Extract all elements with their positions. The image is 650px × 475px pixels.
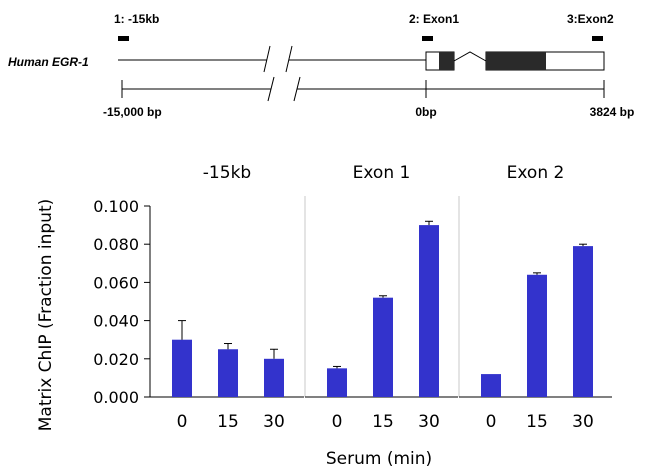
- x-tick-label: 30: [572, 412, 594, 432]
- bar: [327, 368, 347, 397]
- probe-marker-2: [422, 36, 433, 41]
- bar: [481, 374, 501, 397]
- bar: [573, 246, 593, 397]
- gene-diagram: 1: -15kb 2: Exon1 3:Exon2 Human EGR-1 -1…: [8, 12, 634, 119]
- panel-title: Exon 2: [507, 163, 565, 183]
- intron-line: [453, 51, 487, 62]
- probe-label-3: 3:Exon2: [567, 12, 614, 26]
- scale-break-mark-2: [293, 76, 301, 102]
- x-tick-label: 15: [217, 412, 239, 432]
- gene-break-mark-2: [285, 45, 293, 73]
- gene-break-mark-1: [263, 45, 271, 73]
- y-axis-label: Matrix ChIP (Fraction input): [36, 199, 56, 432]
- probe-marker-3: [592, 36, 603, 41]
- y-tick-label: 0.000: [93, 388, 139, 407]
- panel-title: -15kb: [203, 163, 251, 183]
- scale-label-zero: 0bp: [415, 105, 436, 119]
- x-tick-label: 30: [418, 412, 440, 432]
- scale-break-mark-1: [267, 76, 275, 102]
- bar: [527, 274, 547, 397]
- panel-title: Exon 1: [353, 163, 411, 183]
- y-tick-label: 0.040: [93, 312, 139, 331]
- bar-chart: Matrix ChIP (Fraction input) Serum (min)…: [36, 163, 612, 469]
- bar: [419, 225, 439, 397]
- bar: [172, 339, 192, 397]
- exon2-coding: [486, 52, 546, 70]
- bar: [264, 358, 284, 397]
- x-axis-label: Serum (min): [326, 449, 432, 469]
- x-tick-label: 0: [486, 412, 497, 432]
- gene-label: Human EGR-1: [8, 55, 89, 69]
- probe-label-2: 2: Exon1: [409, 12, 459, 26]
- y-tick-label: 0.080: [93, 235, 139, 254]
- y-tick-label: 0.060: [93, 273, 139, 292]
- x-tick-label: 30: [263, 412, 285, 432]
- bar: [218, 349, 238, 397]
- scale-label-end: 3824 bp: [590, 105, 635, 119]
- x-tick-label: 0: [332, 412, 343, 432]
- y-tick-label: 0.020: [93, 350, 139, 369]
- y-tick-label: 0.100: [93, 197, 139, 216]
- x-tick-label: 0: [177, 412, 188, 432]
- probe-marker-1: [118, 36, 129, 41]
- x-tick-label: 15: [372, 412, 394, 432]
- x-tick-label: 15: [526, 412, 548, 432]
- probe-label-1: 1: -15kb: [114, 12, 159, 26]
- scale-label-start: -15,000 bp: [103, 105, 162, 119]
- bar: [373, 297, 393, 397]
- exon1-coding: [439, 52, 454, 70]
